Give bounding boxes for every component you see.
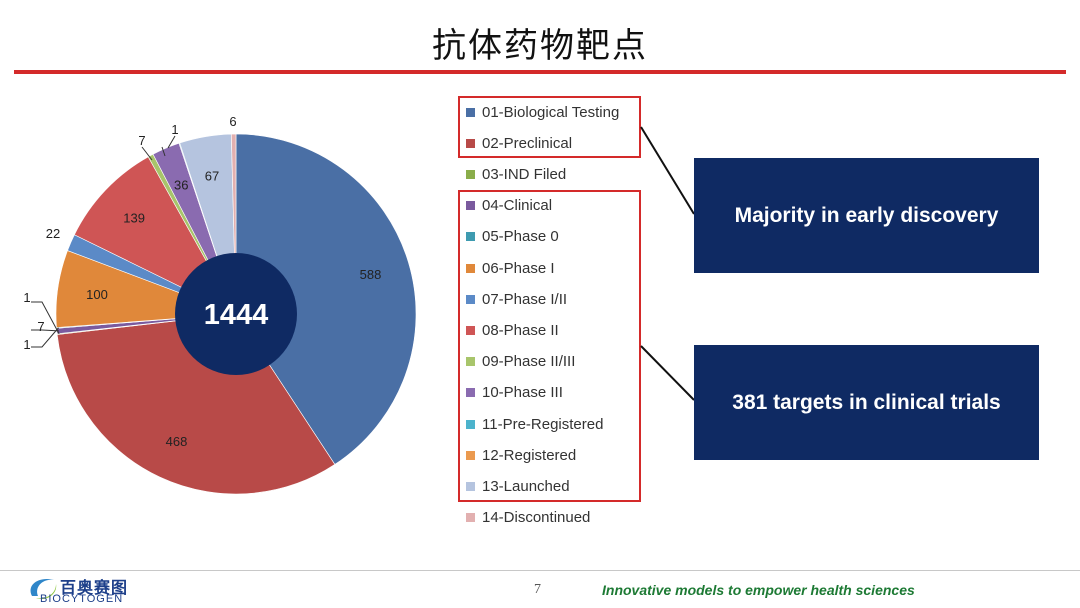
legend-swatch (466, 357, 475, 367)
legend-item-04-clinical: 04-Clinical (466, 196, 552, 216)
legend-label: 06-Phase I (482, 259, 555, 277)
legend-item-01-biological-testing: 01-Biological Testing (466, 102, 619, 122)
pie-label-13-launched: 67 (205, 169, 219, 184)
legend-swatch (466, 263, 475, 273)
footer-tagline: Innovative models to empower health scie… (602, 582, 915, 598)
legend-swatch (466, 325, 475, 335)
company-logo: 百奥赛图 BIOCYTOGEN (26, 574, 166, 606)
legend-label: 08-Phase II (482, 321, 559, 339)
legend-item-08-phase-ii: 08-Phase II (466, 320, 559, 340)
legend-item-07-phase-i-ii: 07-Phase I/II (466, 289, 567, 309)
legend-label: 03-IND Filed (482, 165, 567, 183)
legend-label: 14-Discontinued (482, 509, 591, 527)
connector-early (640, 126, 695, 215)
legend-item-10-phase-iii: 10-Phase III (466, 383, 563, 403)
leader-top-1 (141, 146, 153, 161)
legend-swatch (466, 294, 475, 304)
pie-label-08-phase-ii: 139 (123, 210, 145, 225)
legend-item-09-phase-ii-iii: 09-Phase II/III (466, 352, 575, 372)
pie-label-02-preclinical: 468 (166, 434, 188, 449)
legend-item-13-launched: 13-Launched (466, 476, 570, 496)
legend-item-05-phase-0: 05-Phase 0 (466, 227, 559, 247)
pie-center-total: 1444 (204, 299, 269, 331)
page-number: 7 (534, 582, 541, 597)
pie-label-01-biological-testing: 588 (360, 267, 382, 282)
leader-05-phase-0 (31, 327, 59, 348)
pie-label-14-discontinued: 6 (229, 114, 236, 129)
leader-top-2 (161, 146, 166, 157)
legend-item-11-pre-registered: 11-Pre-Registered (466, 414, 603, 434)
pie-label-03-ind-filed: 1 (23, 290, 30, 305)
legend-swatch (466, 138, 475, 148)
legend-label: 12-Registered (482, 446, 577, 464)
pie-label-06-phase-i: 100 (86, 287, 108, 302)
legend-label: 09-Phase II/III (482, 353, 576, 371)
legend-label: 02-Preclinical (482, 134, 573, 152)
legend-item-12-registered: 12-Registered (466, 445, 576, 465)
legend-swatch (466, 481, 475, 491)
legend-label: 04-Clinical (482, 197, 553, 215)
legend-swatch (466, 388, 475, 398)
pie-label-04-clinical: 7 (37, 319, 44, 334)
legend-label: 10-Phase III (482, 384, 563, 402)
legend-label: 13-Launched (482, 477, 570, 495)
legend-label: 07-Phase I/II (482, 290, 568, 308)
legend-swatch (466, 169, 475, 179)
legend-item-03-ind-filed: 03-IND Filed (466, 164, 566, 184)
legend-label: 11-Pre-Registered (482, 415, 604, 433)
logo-swirl-icon (30, 578, 57, 600)
legend-item-06-phase-i: 06-Phase I (466, 258, 555, 278)
legend-swatch (466, 419, 475, 429)
pie-label-09-phase-ii-iii: 7 (138, 133, 145, 148)
legend-label: 01-Biological Testing (482, 103, 620, 121)
page-title: 抗体药物靶点 (432, 26, 648, 66)
pie-label-07-phase-i-ii: 22 (46, 226, 60, 241)
legend-swatch (466, 201, 475, 211)
legend-swatch (466, 107, 475, 117)
legend-item-14-discontinued: 14-Discontinued (466, 508, 590, 528)
callout-clinical-trials: 381 targets in clinical trials (694, 345, 1039, 460)
pie-label-10-phase-iii: 36 (174, 178, 188, 193)
leader-top-3 (167, 135, 176, 149)
clinical-highlight-box (458, 190, 641, 502)
legend-swatch (466, 513, 475, 523)
leader-04-clinical (31, 329, 59, 332)
logo-english-name: BIOCYTOGEN (40, 593, 124, 605)
logo-chinese-name: 百奥赛图 (60, 578, 129, 597)
pie-label-11-pre-registered: 1 (171, 122, 178, 137)
pie-slice-01-biological-testing (235, 133, 417, 465)
leader-03-ind-filed (31, 301, 60, 335)
footer-divider (0, 570, 1080, 571)
early-discovery-highlight-box (458, 96, 641, 158)
legend-swatch (466, 232, 475, 242)
pie-center-circle (175, 253, 297, 375)
legend-swatch (466, 450, 475, 460)
pie-label-05-phase-0: 1 (23, 337, 30, 352)
title-divider (14, 70, 1066, 74)
legend-item-02-preclinical: 02-Preclinical (466, 133, 572, 153)
connector-clinical (640, 345, 695, 401)
legend-label: 05-Phase 0 (482, 228, 559, 246)
callout-early-discovery: Majority in early discovery (694, 158, 1039, 273)
